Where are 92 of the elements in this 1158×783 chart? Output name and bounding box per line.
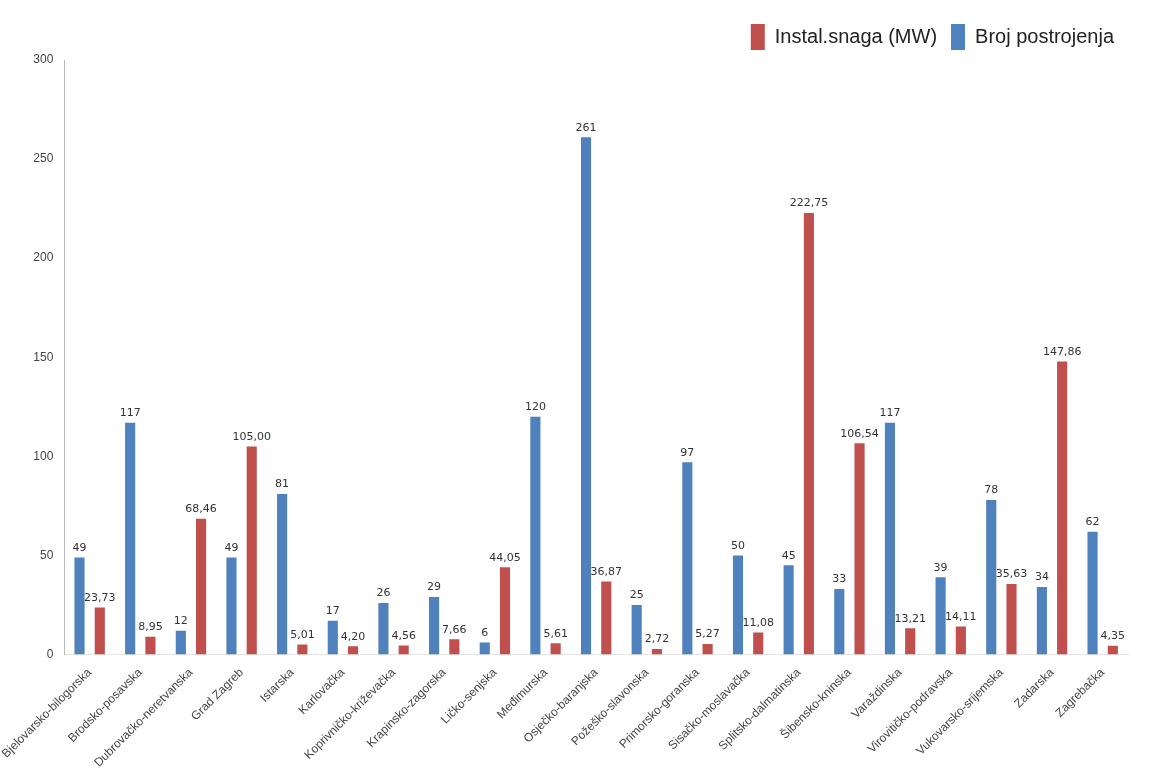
bar <box>429 597 440 655</box>
data-label: 5,27 <box>695 627 720 641</box>
bar <box>145 636 156 655</box>
bar <box>753 632 764 655</box>
data-label: 78 <box>984 483 999 497</box>
data-label: 120 <box>524 400 546 414</box>
data-label: 117 <box>879 406 901 419</box>
bar <box>550 643 561 655</box>
bar <box>479 642 490 655</box>
data-label: 13,21 <box>894 611 926 625</box>
bar <box>1107 645 1118 655</box>
data-label: 261 <box>575 120 597 134</box>
data-label: 117 <box>119 406 141 419</box>
data-label: 14,11 <box>945 609 977 623</box>
bar <box>884 422 895 655</box>
data-label: 68,46 <box>185 502 217 516</box>
bar <box>347 646 359 655</box>
bar <box>1057 361 1068 655</box>
data-label: 62 <box>1085 514 1100 528</box>
bar <box>449 639 460 655</box>
bar <box>935 577 946 655</box>
data-label: 26 <box>376 586 391 600</box>
bar <box>631 604 642 655</box>
data-label: 4,56 <box>391 628 416 642</box>
data-label: 11,08 <box>742 615 774 629</box>
bar <box>732 555 744 655</box>
data-label: 17 <box>325 604 340 618</box>
bar <box>651 649 663 655</box>
data-label: 34 <box>1034 570 1049 584</box>
data-label: 81 <box>275 477 290 491</box>
data-label: 97 <box>680 445 695 459</box>
data-label: 45 <box>781 548 796 562</box>
bar <box>1036 587 1047 655</box>
bar <box>499 567 511 655</box>
data-label: 44,05 <box>489 550 521 564</box>
bar <box>378 602 389 655</box>
legend-label: Instal.snaga (MW) <box>774 24 938 47</box>
bar <box>854 443 865 655</box>
data-label: 4,35 <box>1100 629 1126 643</box>
bar <box>196 518 207 655</box>
y-tick-label: 0 <box>46 646 54 661</box>
data-label: 5,61 <box>543 626 568 640</box>
y-tick-label: 200 <box>33 250 54 265</box>
bar <box>1006 583 1017 655</box>
bar <box>601 581 612 655</box>
data-label: 25 <box>629 588 644 602</box>
bar <box>94 607 105 655</box>
data-label: 4,20 <box>340 629 366 643</box>
bar <box>955 626 966 655</box>
y-tick-label: 300 <box>33 52 54 67</box>
y-tick-label: 100 <box>33 448 54 463</box>
bar <box>1087 531 1098 655</box>
data-label: 12 <box>173 614 188 628</box>
data-label: 23,73 <box>84 590 116 604</box>
data-label: 29 <box>427 580 442 594</box>
data-label: 147,86 <box>1042 344 1082 358</box>
data-label: 7,66 <box>442 622 467 636</box>
data-label: 8,95 <box>138 620 163 634</box>
bar <box>834 589 845 655</box>
data-label: 33 <box>832 572 847 586</box>
bar <box>277 493 288 655</box>
y-tick-label: 50 <box>39 547 54 562</box>
bar <box>246 446 257 655</box>
data-label: 39 <box>933 560 948 574</box>
data-label: 6 <box>481 625 489 639</box>
bar <box>530 416 541 655</box>
bar <box>125 422 136 655</box>
data-label: 49 <box>72 540 87 554</box>
bar <box>783 565 794 655</box>
data-label: 2,72 <box>644 632 670 646</box>
y-tick-label: 250 <box>33 151 54 166</box>
bar <box>986 499 997 655</box>
data-label: 35,63 <box>995 567 1028 581</box>
y-tick-label: 150 <box>33 349 54 364</box>
bar <box>580 137 592 655</box>
bar <box>702 644 713 655</box>
bar <box>905 628 916 655</box>
data-label: 50 <box>730 538 745 552</box>
data-label: 49 <box>224 540 239 554</box>
bar <box>803 213 814 655</box>
data-label: 105,00 <box>232 429 271 443</box>
bar <box>398 645 409 655</box>
data-label: 222,75 <box>789 196 829 210</box>
bar <box>175 630 186 655</box>
legend-label: Broj postrojenja <box>975 24 1115 47</box>
bar <box>226 557 237 655</box>
bar <box>74 557 85 655</box>
data-label: 36,87 <box>590 564 623 578</box>
bar <box>327 620 338 655</box>
bar <box>682 462 693 655</box>
data-label: 106,54 <box>840 426 879 440</box>
data-label: 5,01 <box>290 627 315 641</box>
